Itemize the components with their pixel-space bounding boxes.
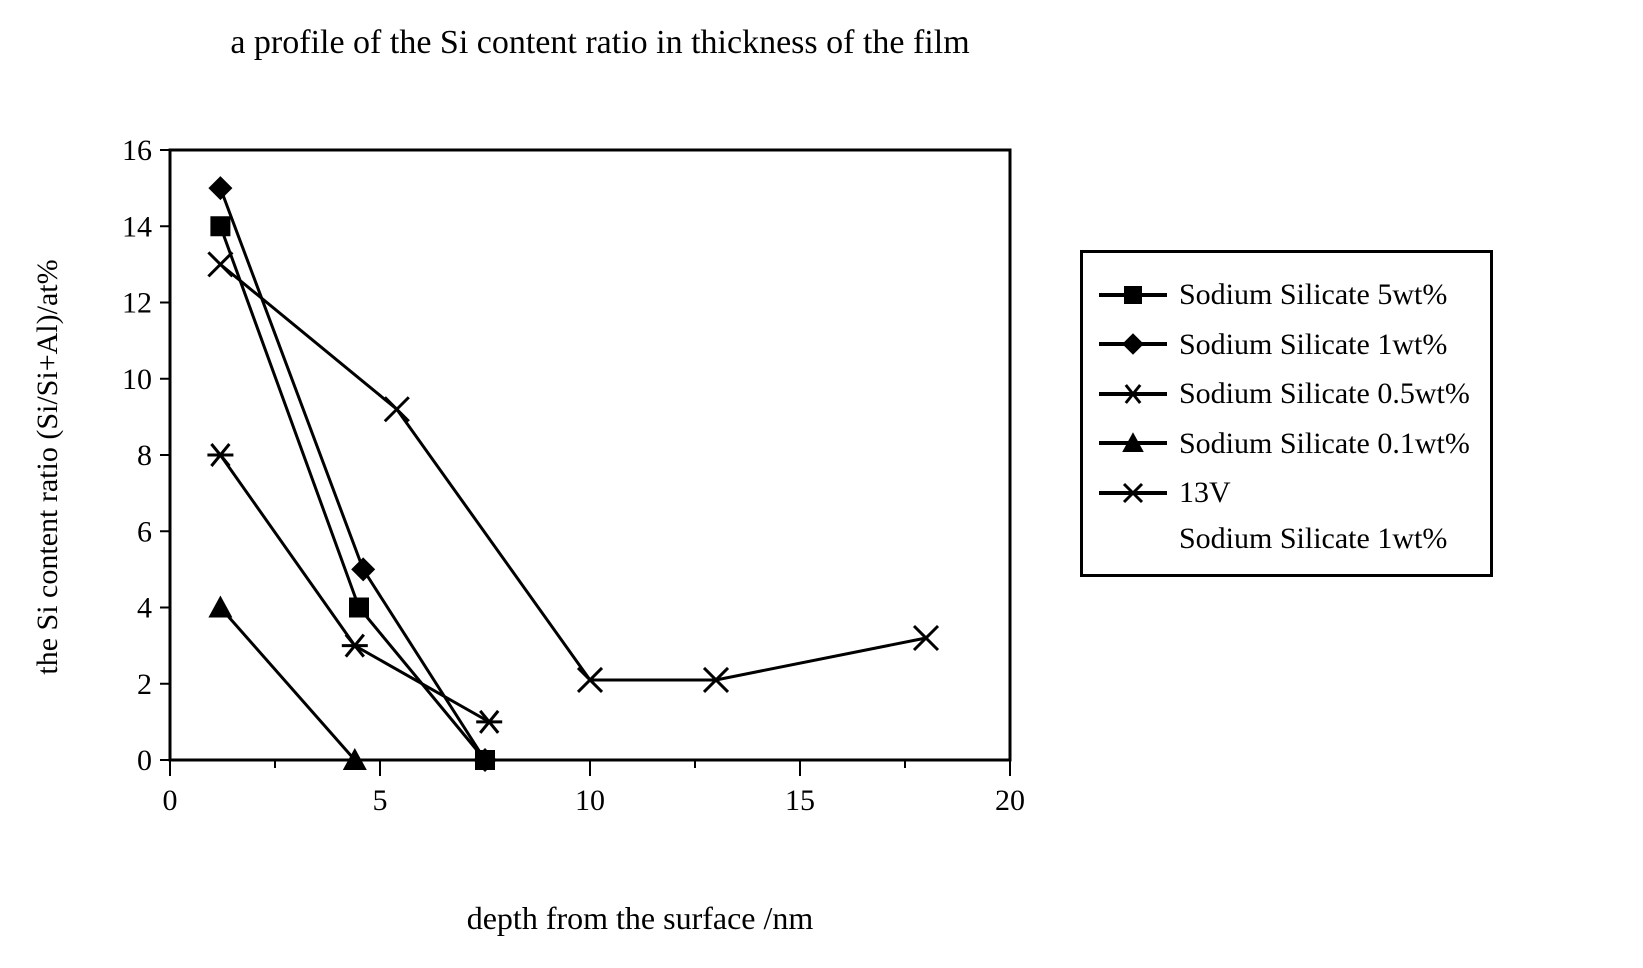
series-line-ss01: [220, 608, 354, 761]
svg-text:0: 0: [137, 744, 152, 777]
series-line-ss05: [220, 455, 489, 722]
y-axis-label-wrap: the Si content ratio (Si/Si+Al)/at%: [8, 150, 48, 790]
legend-item-v13: 13V: [1097, 471, 1470, 515]
svg-text:6: 6: [137, 515, 152, 548]
svg-text:2: 2: [137, 668, 152, 701]
legend-item-ss5: Sodium Silicate 5wt%: [1097, 273, 1470, 317]
chart-title: a profile of the Si content ratio in thi…: [0, 24, 1200, 62]
legend-label: Sodium Silicate 0.1wt%: [1179, 422, 1470, 466]
svg-text:20: 20: [995, 784, 1025, 817]
y-axis-label: the Si content ratio (Si/Si+Al)/at%: [31, 147, 65, 787]
legend: Sodium Silicate 5wt% Sodium Silicate 1wt%…: [1080, 250, 1493, 577]
chart-area: 0 2 4 6 8 10 12 14 16 0 5 10 15 20: [90, 130, 1040, 850]
svg-text:10: 10: [575, 784, 605, 817]
x-axis-label: depth from the surface /nm: [260, 900, 1020, 937]
svg-text:12: 12: [122, 287, 152, 320]
legend-sublabel: Sodium Silicate 1wt%: [1179, 517, 1470, 561]
legend-item-ss05: Sodium Silicate 0.5wt%: [1097, 372, 1470, 416]
svg-text:15: 15: [785, 784, 815, 817]
legend-item-ss01: Sodium Silicate 0.1wt%: [1097, 422, 1470, 466]
svg-text:16: 16: [122, 134, 152, 167]
svg-text:4: 4: [137, 592, 152, 625]
series-line-ss5: [220, 226, 485, 760]
chart-svg: 0 2 4 6 8 10 12 14 16 0 5 10 15 20: [90, 130, 1040, 850]
svg-text:5: 5: [373, 784, 388, 817]
legend-label: Sodium Silicate 0.5wt%: [1179, 372, 1470, 416]
legend-label: 13V: [1179, 471, 1470, 515]
svg-text:8: 8: [137, 439, 152, 472]
legend-label: Sodium Silicate 5wt%: [1179, 273, 1470, 317]
legend-label: Sodium Silicate 1wt%: [1179, 323, 1470, 367]
svg-text:10: 10: [122, 363, 152, 396]
series-line-ss1: [220, 188, 485, 760]
svg-text:0: 0: [163, 784, 178, 817]
legend-item-ss1: Sodium Silicate 1wt%: [1097, 323, 1470, 367]
svg-text:14: 14: [122, 210, 152, 243]
page-root: a profile of the Si content ratio in thi…: [0, 0, 1643, 968]
